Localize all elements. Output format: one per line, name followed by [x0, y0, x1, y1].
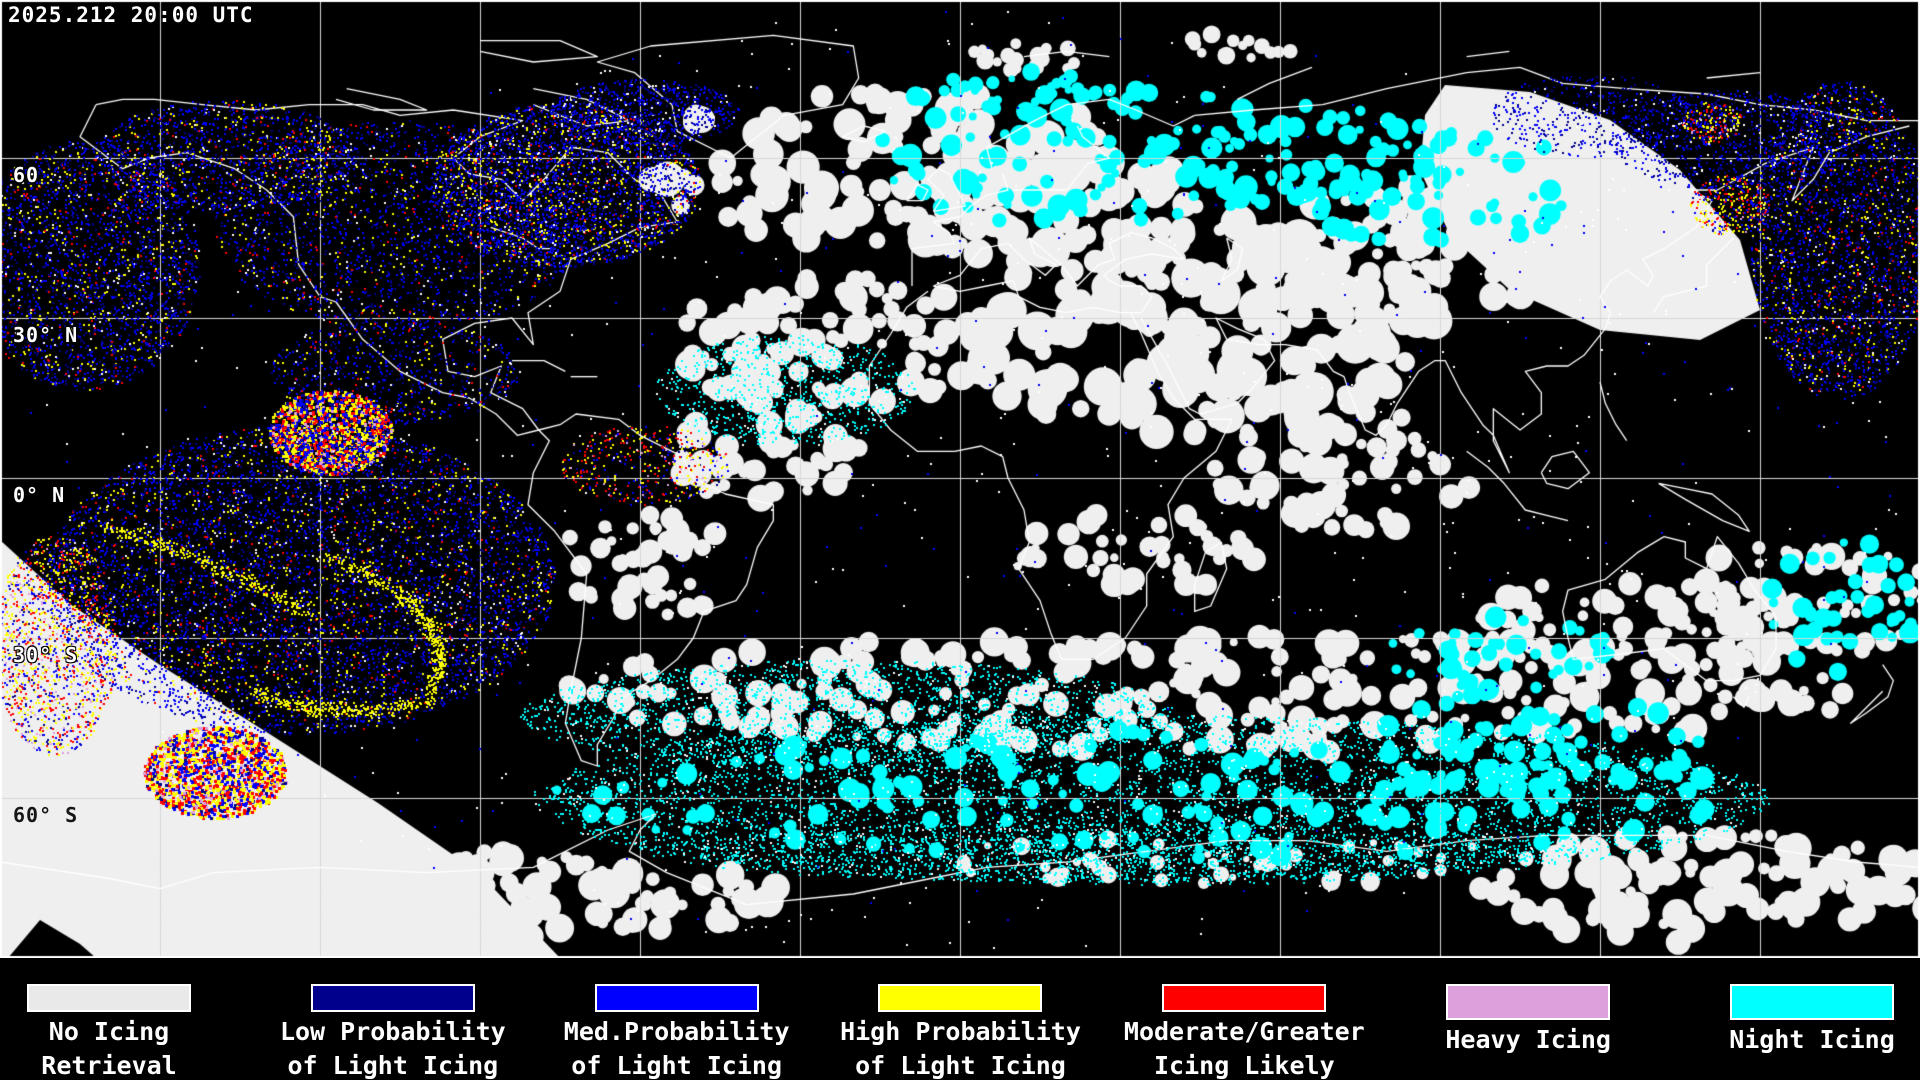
legend-swatch	[310, 984, 475, 1012]
latitude-label-30n: 30° N	[13, 323, 79, 347]
legend-label-line1: Moderate/Greater	[1123, 1017, 1365, 1046]
latitude-label-30s: 30° S	[13, 643, 79, 667]
legend-item: No Icing Retrieval	[27, 984, 191, 1080]
legend-swatch	[878, 984, 1043, 1012]
latitude-label-60n: 60	[13, 163, 40, 187]
world-map-canvas	[0, 0, 1920, 958]
legend-label-line1: Night Icing	[1729, 1025, 1895, 1054]
legend-label-line2: of Light Icing	[855, 1051, 1066, 1080]
legend-label-line1: Med.Probability	[563, 1017, 790, 1046]
legend-item: High Probability of Light Icing	[840, 984, 1081, 1080]
legend-label-line1: Heavy Icing	[1445, 1025, 1611, 1054]
legend-item: Night Icing	[1729, 984, 1895, 1080]
legend-label-line1: No Icing	[48, 1017, 170, 1046]
world-map: 2025.212 20:00 UTC 60 30° N 0° N 30° S 60° S	[0, 0, 1920, 958]
legend-swatch	[1162, 984, 1327, 1012]
legend-label-line2: Icing Likely	[1154, 1051, 1335, 1080]
legend-label-line2: Retrieval	[41, 1051, 177, 1080]
legend-label-line1: High Probability	[840, 1017, 1081, 1046]
latitude-label-0n: 0° N	[13, 483, 66, 507]
legend-label-line1: Low Probability	[279, 1017, 506, 1046]
legend-item: Moderate/Greater Icing Likely	[1124, 984, 1365, 1080]
legend-item: Med.Probability of Light Icing	[564, 984, 790, 1080]
legend-label-line2: of Light Icing	[571, 1051, 783, 1080]
timestamp: 2025.212 20:00 UTC	[8, 3, 254, 27]
legend-swatch	[594, 984, 759, 1012]
legend-item: Low Probability of Light Icing	[280, 984, 506, 1080]
legend: No Icing Retrieval Low Probability of Li…	[0, 958, 1920, 1080]
legend-label-line2: of Light Icing	[287, 1051, 499, 1080]
legend-item: Heavy Icing	[1445, 984, 1611, 1080]
legend-swatch	[1729, 984, 1894, 1020]
legend-swatch	[27, 984, 191, 1012]
latitude-label-60s: 60° S	[13, 803, 79, 827]
legend-swatch	[1446, 984, 1611, 1020]
